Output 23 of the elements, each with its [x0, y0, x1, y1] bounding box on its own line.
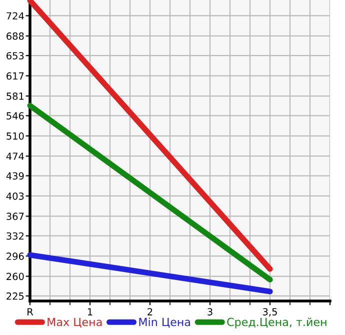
y-tick-label: 653 [6, 52, 24, 60]
x-tick-label: 3,5 [263, 308, 277, 316]
y-tick-label: 688 [6, 32, 24, 40]
legend-label: Min Цена [139, 318, 190, 328]
x-tick-label: R [28, 308, 34, 316]
y-tick-label: 332 [6, 232, 24, 240]
y-tick-label: 403 [6, 192, 24, 200]
x-tick-label: 1 [88, 308, 92, 316]
y-tick-label: 510 [6, 132, 24, 140]
y-tick-label: 724 [6, 12, 24, 20]
y-tick-label: 296 [6, 252, 24, 260]
x-tick-label: 3 [208, 308, 212, 316]
y-tick-label: 439 [6, 172, 24, 180]
y-tick-label: 225 [6, 292, 24, 300]
y-tick-label: 581 [6, 92, 24, 100]
legend-label: Сред.Цена, т.йен [227, 318, 326, 328]
y-tick-label: 474 [6, 152, 24, 160]
y-tick-label: 546 [6, 112, 24, 120]
y-tick-label: 617 [6, 72, 24, 80]
x-tick-label: 2 [148, 308, 152, 316]
y-tick-label: 260 [6, 272, 24, 280]
y-tick-label: 367 [6, 212, 24, 220]
legend-label: Max Цена [48, 318, 102, 328]
